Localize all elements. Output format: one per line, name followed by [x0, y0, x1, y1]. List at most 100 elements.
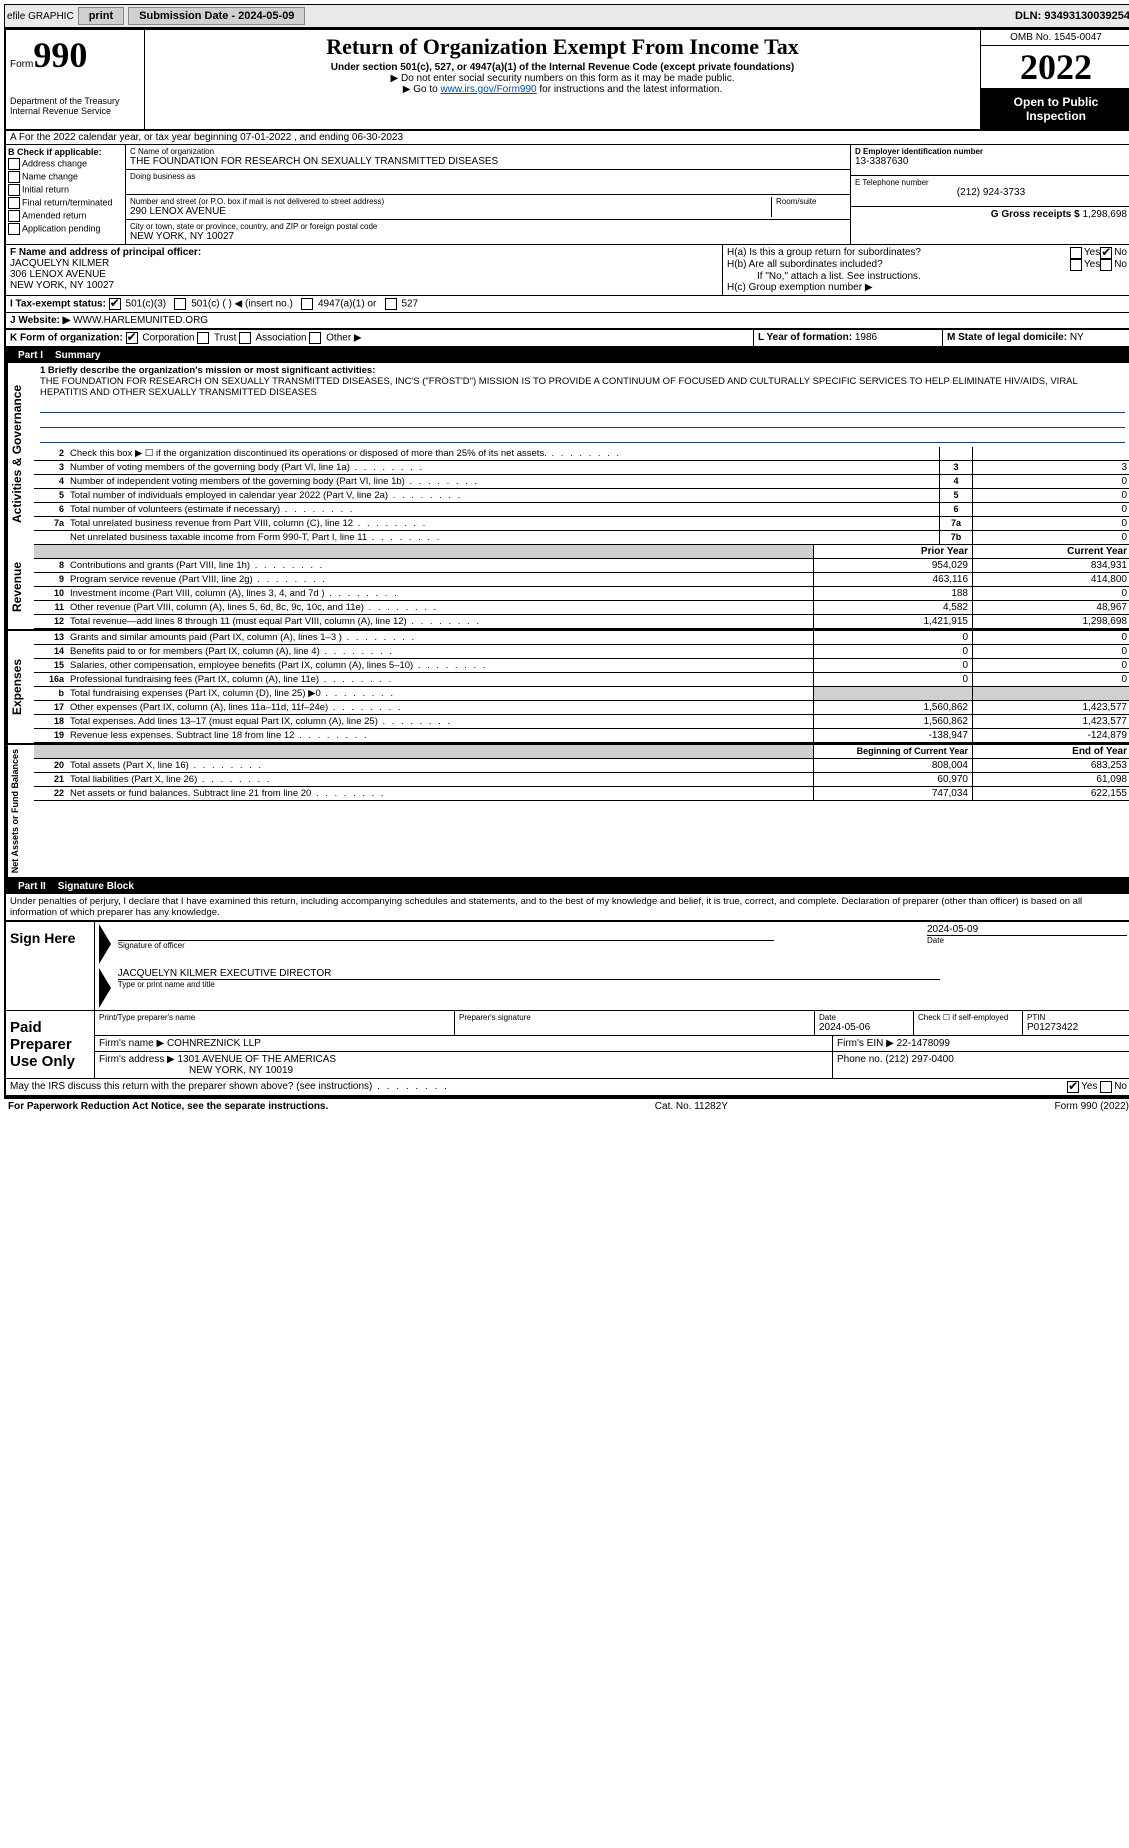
yes-label-2: Yes — [1084, 259, 1100, 271]
rev-hdr-spacer — [34, 545, 68, 558]
section-i-row: I Tax-exempt status: 501(c)(3) 501(c) ( … — [6, 296, 1129, 313]
ha-yes-chk[interactable] — [1070, 247, 1082, 259]
chk-app-pending[interactable]: Application pending — [8, 223, 123, 235]
vert-revenue: Revenue — [6, 545, 34, 629]
mission-block: 1 Briefly describe the organization's mi… — [34, 363, 1129, 447]
chk-527[interactable] — [385, 298, 397, 310]
vert-governance: Activities & Governance — [6, 363, 34, 545]
ptin-label: PTIN — [1027, 1013, 1127, 1022]
print-button[interactable]: print — [78, 7, 124, 25]
dln-label: DLN: 93493130039254 — [1015, 10, 1129, 22]
chk-501c3[interactable] — [109, 298, 121, 310]
table-row: 20Total assets (Part X, line 16)808,0046… — [34, 759, 1129, 773]
tax-year: 2022 — [981, 46, 1129, 89]
opt-4947: 4947(a)(1) or — [318, 299, 376, 310]
firm-addr2: NEW YORK, NY 10019 — [99, 1065, 828, 1076]
section-d: D Employer identification number 13-3387… — [851, 145, 1129, 176]
domicile-value: NY — [1070, 332, 1084, 343]
table-row: 8Contributions and grants (Part VIII, li… — [34, 559, 1129, 573]
chk-other[interactable] — [309, 332, 321, 344]
chk-amended[interactable]: Amended return — [8, 210, 123, 222]
arrow-icon — [99, 968, 111, 1008]
chk-initial-return[interactable]: Initial return — [8, 184, 123, 196]
hb-yes-chk[interactable] — [1070, 259, 1082, 271]
line-box: 5 — [939, 489, 972, 502]
opt-trust: Trust — [214, 333, 236, 344]
line-num: 13 — [34, 631, 68, 644]
discuss-no-chk[interactable] — [1100, 1081, 1112, 1093]
section-deg: D Employer identification number 13-3387… — [850, 145, 1129, 244]
na-hdr-desc — [68, 745, 813, 758]
yes-label-3: Yes — [1081, 1081, 1097, 1093]
discuss-yes-chk[interactable] — [1067, 1081, 1079, 1093]
begin-year-hdr: Beginning of Current Year — [813, 745, 972, 758]
opt-527: 527 — [401, 299, 418, 310]
sign-here-right: Signature of officer 2024-05-09 Date JAC… — [95, 922, 1129, 1010]
line-amt: 3 — [972, 461, 1129, 474]
efile-label: efile GRAPHIC — [7, 11, 74, 22]
line-desc: Salaries, other compensation, employee b… — [68, 659, 813, 672]
chk-final-return[interactable]: Final return/terminated — [8, 197, 123, 209]
netassets-block: Net Assets or Fund Balances Beginning of… — [6, 745, 1129, 879]
line-num: 22 — [34, 787, 68, 800]
firm-addr-label: Firm's address ▶ — [99, 1054, 175, 1065]
discuss-text: May the IRS discuss this return with the… — [10, 1081, 372, 1092]
rev-hdr-desc — [68, 545, 813, 558]
line-num: 20 — [34, 759, 68, 772]
chk-name-change[interactable]: Name change — [8, 171, 123, 183]
chk-address-change[interactable]: Address change — [8, 158, 123, 170]
penalties-text: Under penalties of perjury, I declare th… — [6, 894, 1129, 920]
line-desc: Number of voting members of the governin… — [68, 461, 939, 474]
table-row: 19Revenue less expenses. Subtract line 1… — [34, 729, 1129, 743]
ein-label: D Employer identification number — [855, 147, 1127, 156]
section-fh-row: F Name and address of principal officer:… — [6, 245, 1129, 296]
hb-no-chk[interactable] — [1100, 259, 1112, 271]
table-row: 11Other revenue (Part VIII, column (A), … — [34, 601, 1129, 615]
line-desc: Total assets (Part X, line 16) — [68, 759, 813, 772]
addr-label: Number and street (or P.O. box if mail i… — [130, 197, 771, 206]
chk-label-1: Name change — [22, 171, 78, 181]
form-label: Form — [10, 59, 33, 70]
chk-label-5: Application pending — [22, 223, 101, 233]
firm-phone: (212) 297-0400 — [885, 1054, 953, 1065]
line-amt — [972, 447, 1129, 460]
note2-pre: ▶ Go to — [403, 84, 441, 95]
addr-row: Number and street (or P.O. box if mail i… — [126, 195, 850, 220]
form-org-label: K Form of organization: — [10, 333, 123, 344]
submission-date-button[interactable]: Submission Date - 2024-05-09 — [128, 7, 305, 25]
prior-year-amt: 463,116 — [813, 573, 972, 586]
website-label: J Website: ▶ — [10, 315, 70, 326]
chk-corp[interactable] — [126, 332, 138, 344]
part1-num: Part I — [12, 350, 49, 361]
line-num: 3 — [34, 461, 68, 474]
ha-no-chk[interactable] — [1100, 247, 1112, 259]
part2-header: Part II Signature Block — [6, 879, 1129, 894]
line-desc: Net unrelated business taxable income fr… — [68, 531, 939, 544]
current-year-amt: 48,967 — [972, 601, 1129, 614]
chk-label-3: Final return/terminated — [22, 197, 113, 207]
no-label-2: No — [1114, 259, 1127, 271]
governance-block: Activities & Governance 1 Briefly descri… — [6, 363, 1129, 545]
chk-trust[interactable] — [197, 332, 209, 344]
line-amt: 0 — [972, 503, 1129, 516]
chk-4947[interactable] — [301, 298, 313, 310]
line-num: 11 — [34, 601, 68, 614]
form-title: Return of Organization Exempt From Incom… — [153, 34, 972, 60]
city-value: NEW YORK, NY 10027 — [130, 231, 846, 242]
footer-right: Form 990 (2022) — [1055, 1101, 1129, 1112]
irs-gov-link[interactable]: www.irs.gov/Form990 — [440, 84, 536, 95]
line-num: 2 — [34, 447, 68, 460]
prior-year-amt: 188 — [813, 587, 972, 600]
line-desc: Number of independent voting members of … — [68, 475, 939, 488]
current-year-amt: 0 — [972, 673, 1129, 686]
table-row: 7aTotal unrelated business revenue from … — [34, 517, 1129, 531]
chk-501c[interactable] — [174, 298, 186, 310]
line-desc: Revenue less expenses. Subtract line 18 … — [68, 729, 813, 742]
section-b-label: B Check if applicable: — [8, 147, 123, 157]
current-year-hdr: Current Year — [972, 545, 1129, 558]
chk-assoc[interactable] — [239, 332, 251, 344]
city-row: City or town, state or province, country… — [126, 220, 850, 244]
section-e: E Telephone number (212) 924-3733 — [851, 176, 1129, 207]
current-year-amt: 622,155 — [972, 787, 1129, 800]
footer: For Paperwork Reduction Act Notice, see … — [4, 1099, 1129, 1114]
